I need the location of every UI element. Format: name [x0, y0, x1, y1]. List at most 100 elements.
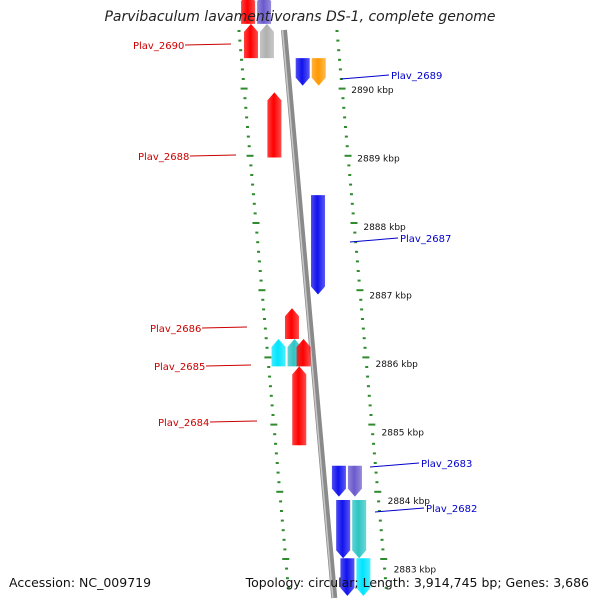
gene-label: Plav_2683 — [421, 459, 472, 470]
minor-tick — [274, 442, 278, 445]
gene-arrow-red — [296, 339, 311, 367]
minor-tick — [252, 222, 260, 224]
minor-tick — [380, 558, 388, 560]
minor-tick — [237, 30, 241, 32]
minor-tick — [246, 154, 254, 157]
genome-title: Parvibaculum lavamentivorans DS-1, compl… — [104, 9, 496, 25]
genome-backbone — [281, 29, 338, 599]
minor-tick — [259, 279, 263, 282]
minor-tick — [369, 414, 373, 416]
minor-tick — [250, 174, 254, 176]
minor-tick — [251, 183, 255, 186]
minor-tick — [281, 529, 285, 532]
minor-tick — [285, 577, 289, 580]
minor-tick — [383, 567, 387, 570]
minor-tick — [268, 375, 272, 378]
minor-tick — [262, 308, 266, 311]
minor-tick — [267, 366, 271, 368]
leader-line — [184, 43, 232, 46]
minor-tick — [257, 260, 261, 263]
gene-label: Plav_2687 — [400, 234, 451, 245]
scale-label: 2889 kbp — [357, 155, 400, 165]
minor-tick — [262, 318, 266, 320]
minor-tick — [354, 241, 358, 244]
minor-tick — [379, 529, 383, 532]
minor-tick — [355, 260, 359, 263]
gene-arrow-red — [241, 0, 256, 24]
scale-label: 2887 kbp — [369, 292, 412, 302]
minor-tick — [371, 433, 375, 436]
leader-line — [201, 326, 248, 329]
minor-tick — [363, 346, 367, 349]
leader-line — [340, 74, 390, 80]
minor-tick — [343, 116, 347, 119]
minor-tick — [245, 126, 249, 128]
minor-tick — [335, 30, 339, 32]
minor-tick — [368, 423, 376, 426]
minor-tick — [244, 106, 248, 109]
topology-summary: Topology: circular; Length: 3,914,745 bp… — [245, 575, 589, 590]
scale-labels: 2890 kbp 2889 kbp 2888 kbp 2887 kbp 2886 kbp… — [351, 86, 436, 576]
minor-tick — [258, 289, 266, 292]
minor-tick — [374, 471, 378, 474]
gene-features — [241, 0, 371, 596]
minor-tick — [367, 394, 371, 397]
minor-tick — [277, 481, 281, 484]
gene-arrow-red — [267, 92, 282, 158]
minor-tick — [356, 289, 364, 292]
minor-tick — [350, 202, 354, 205]
minor-tick — [383, 577, 387, 580]
gene-arrow-cyan — [271, 339, 286, 367]
minor-tick — [349, 193, 353, 196]
minor-tick — [356, 270, 360, 272]
minor-tick — [264, 337, 268, 340]
leader-line — [205, 364, 252, 367]
minor-tick — [285, 567, 289, 570]
minor-tick — [372, 442, 376, 445]
minor-tick — [384, 586, 388, 589]
minor-tick — [251, 193, 255, 196]
minor-tick — [368, 404, 372, 407]
gene-arrow-teal — [352, 500, 367, 559]
minor-tick — [269, 394, 273, 397]
gene-arrow-grey — [259, 23, 274, 59]
accession-label: Accession: NC_009719 — [9, 575, 152, 590]
minor-tick — [355, 250, 359, 253]
minor-tick — [249, 164, 253, 167]
minor-tick — [373, 462, 377, 464]
minor-tick — [372, 452, 376, 455]
minor-tick — [353, 231, 357, 234]
minor-tick — [365, 366, 369, 368]
minor-tick — [270, 423, 278, 426]
gene-label: Plav_2682 — [426, 504, 477, 515]
minor-tick — [347, 164, 351, 167]
tick-tracks — [237, 30, 388, 589]
minor-tick — [357, 279, 361, 282]
minor-tick — [360, 318, 364, 320]
minor-tick — [286, 586, 290, 589]
minor-tick — [282, 558, 290, 560]
leader-line — [209, 420, 258, 423]
minor-tick — [342, 106, 346, 109]
minor-tick — [341, 97, 345, 100]
gene-arrow-red — [292, 366, 307, 446]
gene-arrow-blue — [295, 58, 310, 86]
minor-tick — [362, 356, 370, 359]
minor-tick — [258, 270, 262, 272]
minor-tick — [344, 135, 348, 138]
gene-arrow-blue — [311, 195, 326, 295]
gene-label: Plav_2689 — [391, 71, 442, 82]
minor-tick — [375, 481, 379, 484]
gene-arrow-purple — [257, 0, 272, 24]
minor-tick — [374, 490, 382, 493]
minor-tick — [380, 538, 384, 541]
minor-tick — [343, 126, 347, 128]
leader-line — [374, 507, 425, 513]
leader-line — [369, 462, 420, 468]
gene-arrow-red — [284, 308, 299, 340]
minor-tick — [366, 385, 370, 388]
scale-label: 2885 kbp — [382, 429, 425, 439]
minor-tick — [280, 519, 284, 522]
minor-tick — [261, 298, 265, 301]
